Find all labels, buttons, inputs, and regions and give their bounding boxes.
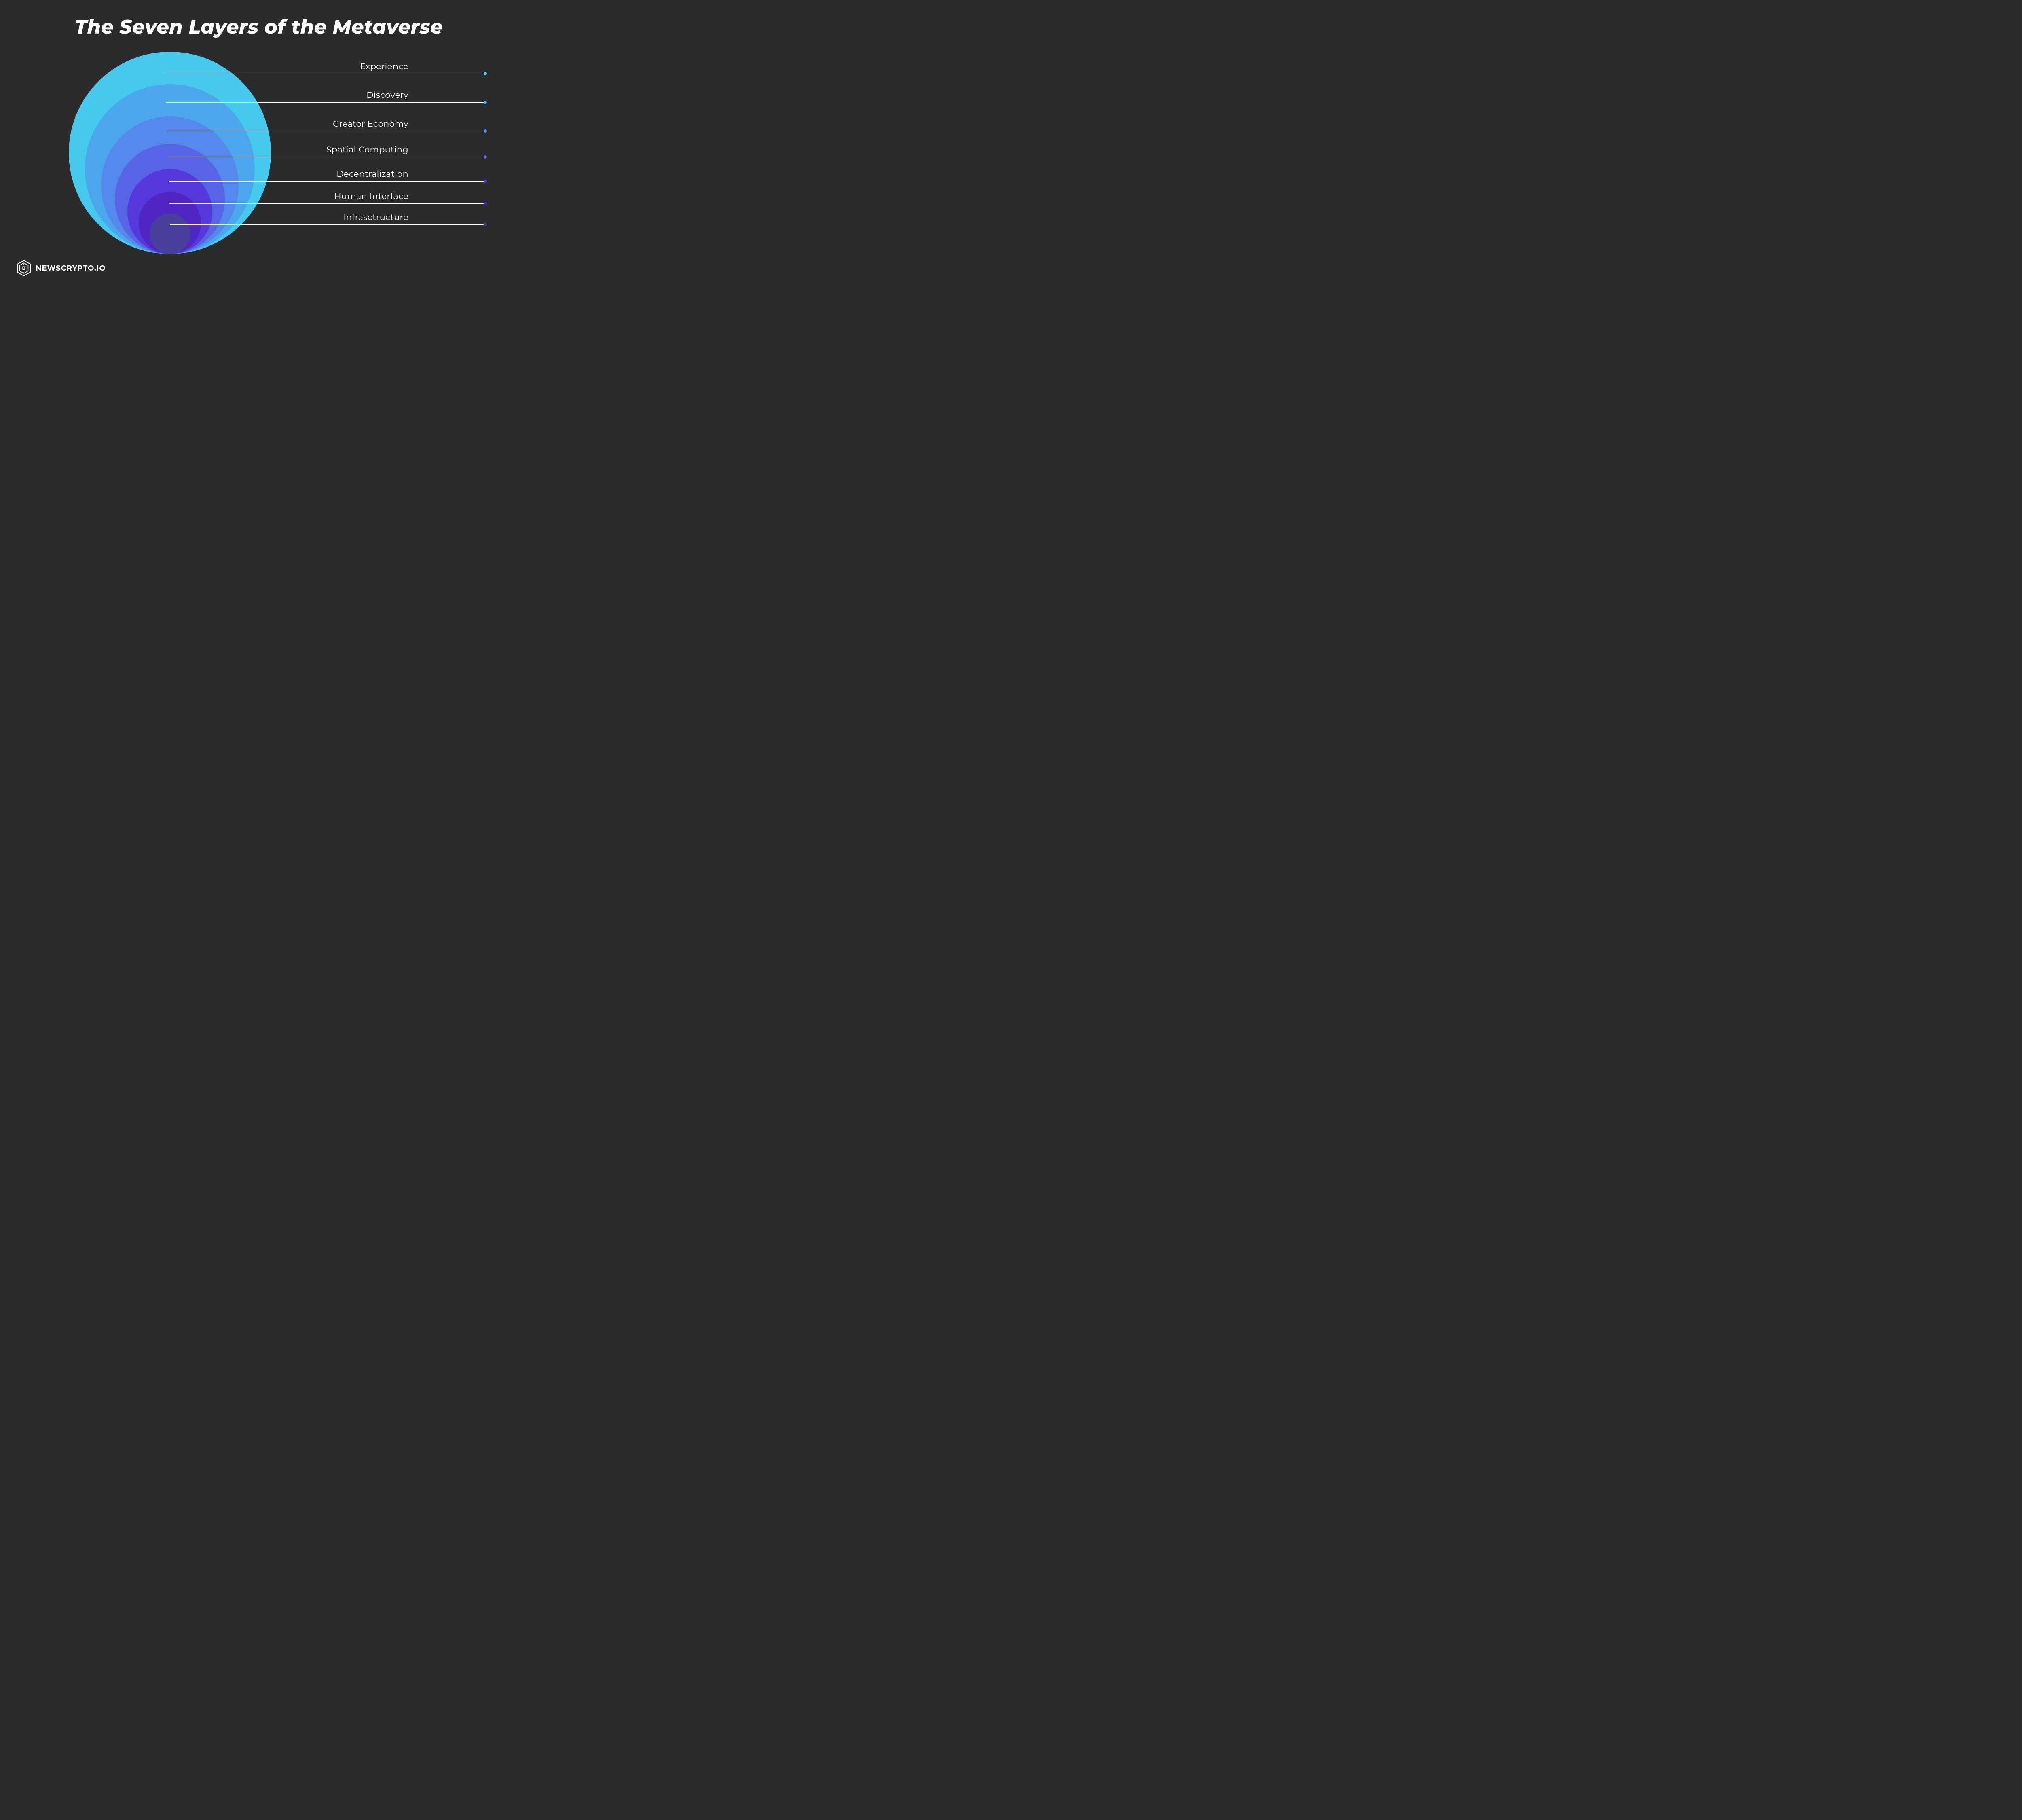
leader-line-decentralization: [169, 181, 485, 182]
leader-dot-decentralization: [484, 180, 487, 183]
brand-hex-icon: B: [16, 260, 32, 277]
leader-dot-experience: [484, 72, 487, 75]
svg-text:B: B: [22, 265, 26, 271]
leader-dot-creator-economy: [484, 129, 487, 133]
layer-labels: Experience Discovery Creator Economy Spatia…: [0, 0, 518, 291]
layer-label-spatial-computing: Spatial Computing: [0, 145, 461, 155]
leader-dot-spatial-computing: [484, 155, 487, 159]
brand: B NEWSCRYPTO.IO: [16, 260, 106, 277]
layer-label-experience: Experience: [0, 61, 461, 72]
layer-label-creator-economy: Creator Economy: [0, 119, 461, 129]
brand-text: NEWSCRYPTO.IO: [36, 264, 106, 273]
leader-dot-infrastructure: [484, 223, 487, 226]
infographic-canvas: The Seven Layers of the Metaverse Experi…: [0, 0, 518, 291]
layer-label-infrastructure: Infrasctructure: [0, 212, 461, 222]
layer-label-decentralization: Decentralization: [0, 169, 461, 179]
layer-label-discovery: Discovery: [0, 90, 461, 100]
leader-line-infrastructure: [170, 224, 485, 225]
layer-label-human-interface: Human Interface: [0, 191, 461, 201]
leader-line-human-interface: [169, 203, 485, 204]
leader-dot-human-interface: [484, 202, 487, 205]
leader-dot-discovery: [484, 101, 487, 104]
leader-line-discovery: [166, 102, 485, 103]
